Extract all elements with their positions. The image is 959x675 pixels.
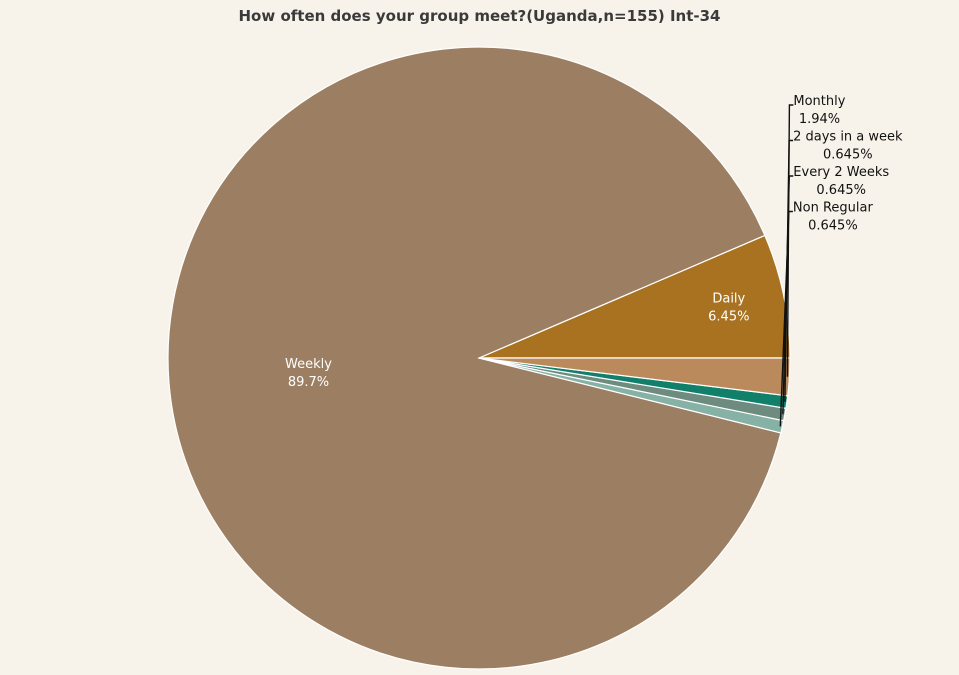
- slice-label-weekly: Weekly 89.7%: [285, 357, 332, 390]
- leader-line-monthly: [786, 104, 794, 377]
- slice-label-every-2-weeks: Every 2 Weeks 0.645%: [793, 165, 889, 198]
- chart-title: How often does your group meet?(Uganda,n…: [238, 7, 721, 25]
- pie-slice-daily[interactable]: [478, 234, 791, 359]
- slice-label-2-days-in-a-week: 2 days in a week 0.645%: [793, 130, 903, 163]
- slice-label-non-regular: Non Regular 0.645%: [793, 201, 874, 234]
- pie-slice-monthly[interactable]: [478, 357, 791, 397]
- leader-line-non-regular: [779, 210, 793, 427]
- pie-slice-weekly[interactable]: [167, 46, 782, 670]
- slice-label-daily: Daily 6.45%: [708, 292, 749, 325]
- leader-line-every-2-weeks: [782, 175, 794, 415]
- slice-label-monthly: Monthly 1.94%: [793, 94, 845, 127]
- leader-line-2-days-in-a-week: [784, 139, 794, 402]
